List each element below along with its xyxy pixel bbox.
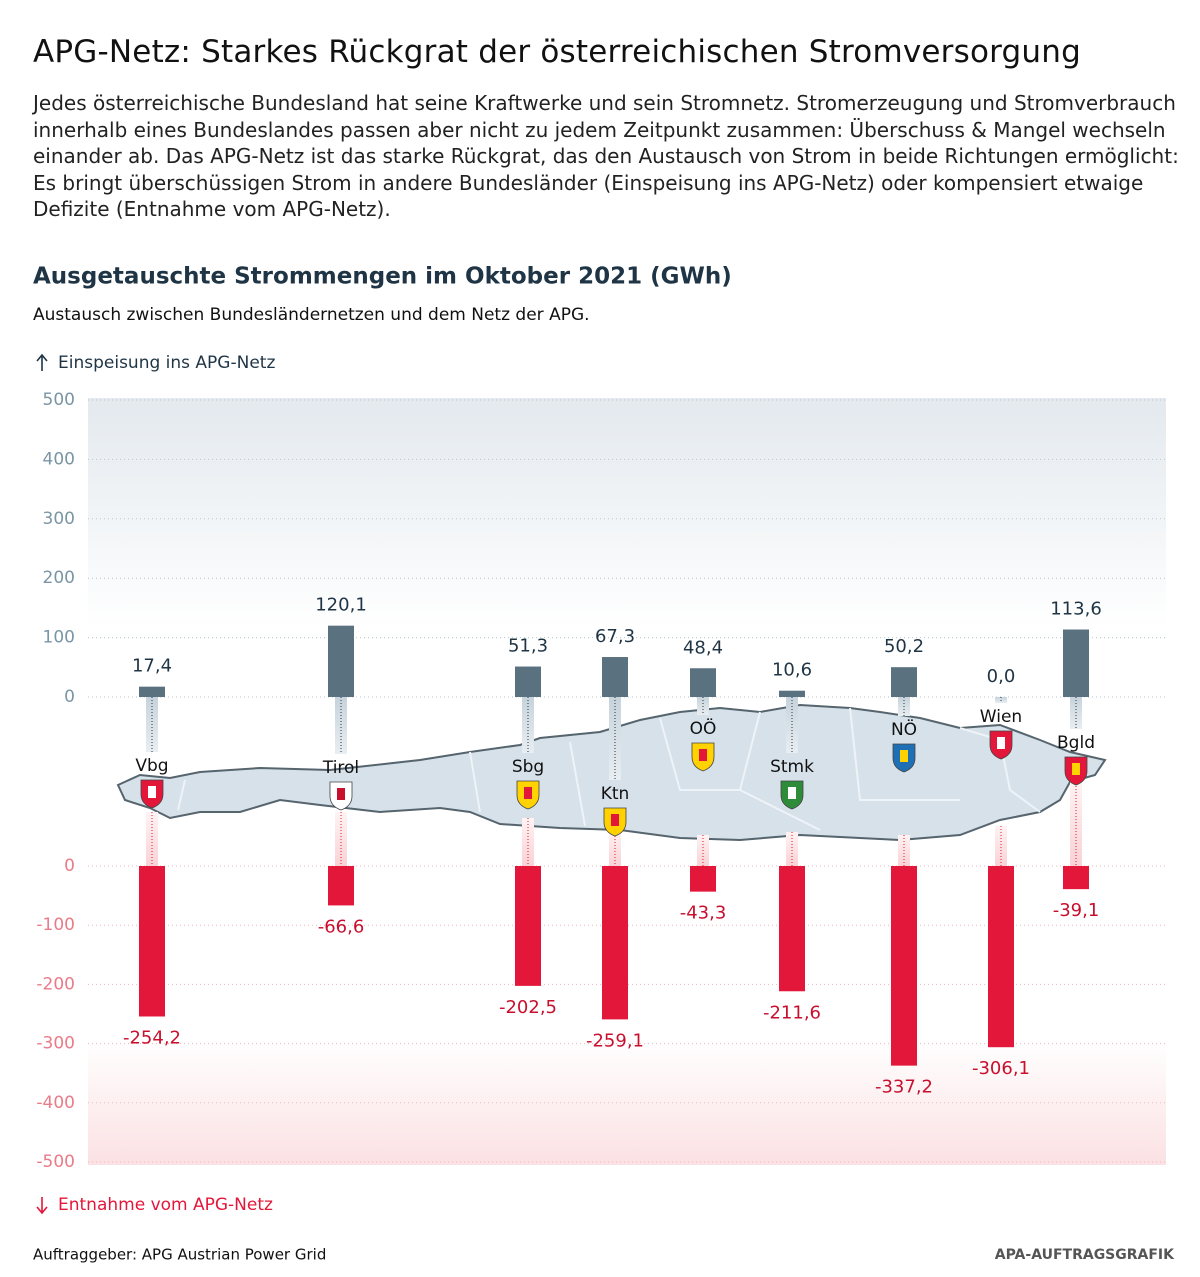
category-label: Ktn <box>601 784 630 804</box>
y-tick-label: 500 <box>43 390 75 410</box>
background-band <box>88 398 1166 628</box>
value-label: -254,2 <box>123 1027 181 1048</box>
bar <box>139 866 165 1017</box>
state-border <box>177 707 1041 831</box>
arrow-down <box>36 1197 48 1215</box>
coat-of-arms-detail <box>699 749 707 761</box>
y2-tick-label: -400 <box>36 1093 75 1113</box>
coat-of-arms-detail <box>611 814 619 826</box>
category-label: Stmk <box>770 757 814 777</box>
category-label: Wien <box>980 707 1022 727</box>
y2-tick-label: -100 <box>36 915 75 935</box>
coat-of-arms-detail <box>524 787 532 799</box>
y-tick-label: 400 <box>43 449 75 469</box>
bar <box>328 625 354 697</box>
category-label: Vbg <box>135 756 168 776</box>
link-down <box>786 832 798 866</box>
value-label: -211,6 <box>763 1002 821 1023</box>
link-down <box>995 826 1007 866</box>
bar <box>891 667 917 697</box>
bar <box>602 866 628 1020</box>
page-title: APG-Netz: Starkes Rückgrat der österreic… <box>33 34 1081 70</box>
bar <box>779 690 805 697</box>
y2-tick-label: -300 <box>36 1034 75 1054</box>
value-label: 17,4 <box>132 656 172 677</box>
category-label: OÖ <box>690 717 717 739</box>
bar <box>328 866 354 906</box>
value-label: 0,0 <box>987 666 1016 687</box>
value-label: 50,2 <box>884 636 924 657</box>
value-label: 120,1 <box>315 595 367 616</box>
value-label: -259,1 <box>586 1030 644 1051</box>
bar <box>891 866 917 1066</box>
arrow-up <box>36 353 48 371</box>
link-up <box>335 697 347 754</box>
bar <box>779 866 805 992</box>
footer-credit: APA-AUFTRAGSGRAFIK <box>995 1247 1175 1263</box>
value-label: -39,1 <box>1053 900 1100 921</box>
category-label: Bgld <box>1057 733 1095 753</box>
value-label: -66,6 <box>318 916 365 937</box>
y-tick-label: 0 <box>64 687 75 707</box>
value-label: 48,4 <box>683 637 723 658</box>
bar <box>690 668 716 697</box>
page-description: Jedes österreichische Bundesland hat sei… <box>33 91 1179 221</box>
value-label: -43,3 <box>680 903 727 924</box>
footer-source: Auftraggeber: APG Austrian Power Grid <box>33 1246 326 1264</box>
link-up <box>609 697 621 780</box>
y2-tick-label: -500 <box>36 1152 75 1172</box>
coat-of-arms-detail <box>148 786 156 798</box>
coat-of-arms-detail <box>997 737 1005 749</box>
coat-of-arms-detail <box>788 787 796 799</box>
series-label: Entnahme vom APG-Netz <box>58 1195 273 1215</box>
value-label: 67,3 <box>595 626 635 647</box>
value-label: -202,5 <box>499 997 557 1018</box>
bar <box>515 666 541 697</box>
category-label: Tirol <box>322 758 359 778</box>
y-tick-label: 300 <box>43 509 75 529</box>
coat-of-arms-detail <box>337 788 345 800</box>
bar <box>515 866 541 986</box>
chart-subtitle: Austausch zwischen Bundesländernetzen un… <box>33 305 590 325</box>
y2-tick-label: 0 <box>64 856 75 876</box>
value-label: 113,6 <box>1050 599 1102 620</box>
chart-title: Ausgetauschte Strommengen im Oktober 202… <box>33 264 732 290</box>
y2-tick-label: -200 <box>36 974 75 994</box>
coat-of-arms-detail <box>1072 763 1080 775</box>
bar <box>139 686 165 697</box>
coat-of-arms-detail <box>900 750 908 762</box>
y-tick-label: 200 <box>43 568 75 588</box>
bar <box>690 866 716 892</box>
bar <box>1063 866 1089 890</box>
bar <box>1063 629 1089 697</box>
bar <box>602 657 628 697</box>
y-tick-label: 100 <box>43 628 75 648</box>
value-label: -306,1 <box>972 1058 1030 1079</box>
value-label: -337,2 <box>875 1077 933 1098</box>
value-label: 10,6 <box>772 660 812 681</box>
series-label: Einspeisung ins APG-Netz <box>58 353 275 373</box>
category-label: Sbg <box>512 757 544 777</box>
category-label: NÖ <box>891 718 917 740</box>
bar <box>988 866 1014 1048</box>
value-label: 51,3 <box>508 636 548 657</box>
background-band <box>88 1040 1166 1165</box>
